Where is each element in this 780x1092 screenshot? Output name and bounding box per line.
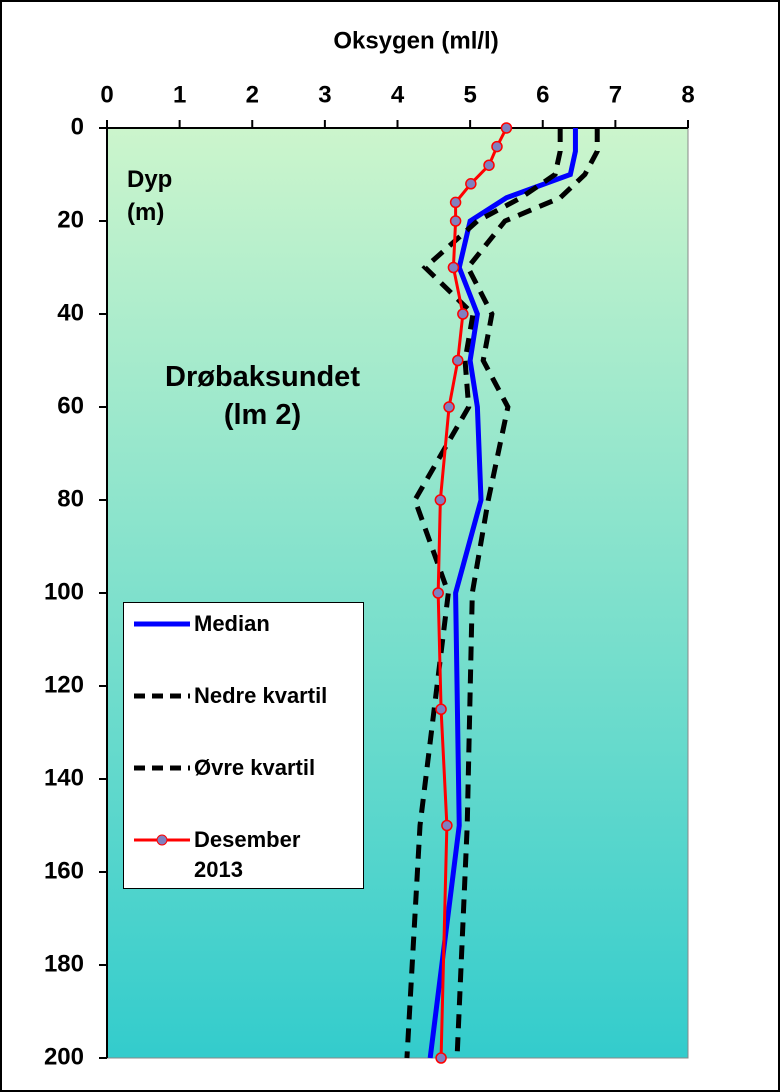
y-tick-label: 80 [57,485,84,512]
y-tick-label: 140 [44,764,84,791]
data-point [432,587,444,599]
y-axis-label: Dyp (m) [127,166,173,226]
data-point [434,494,447,506]
chart-title: Oksygen (ml/l) [333,27,498,54]
y-tick-label: 100 [44,578,84,605]
series-line [404,128,563,1059]
y-tick-label: 40 [57,299,84,326]
data-point [483,159,495,171]
data-point [449,215,462,227]
x-tick-label: 6 [536,81,549,108]
plot-area [106,127,689,1059]
x-tick-label: 8 [681,81,694,108]
data-point [435,1052,447,1064]
x-tick-label: 1 [173,81,186,108]
legend-label: Median [194,611,270,636]
y-tick-label: 200 [44,1043,84,1070]
y-tick-label: 0 [71,113,84,140]
data-point [441,819,453,832]
annotation: Drøbaksundet (lm 2) [165,361,360,431]
x-tick-label: 0 [100,81,113,108]
data-point [443,401,455,413]
x-tick-label: 3 [318,81,331,108]
legend-item: Nedre kvartil [124,681,364,741]
legend: Median Nedre kvartil Øvre kvartil Desember … [123,602,364,889]
y-tick-label: 60 [57,392,84,419]
data-point [447,261,460,274]
data-point [500,122,513,134]
data-point [449,196,462,209]
legend-item: Øvre kvartil [124,753,364,813]
y-tick-label: 160 [44,857,84,884]
legend-marker [156,834,168,846]
series-line [454,128,600,1059]
legend-item: Desember 2013 [124,825,364,885]
x-tick-label: 5 [463,81,476,108]
legend-swatch [134,693,190,699]
data-point [435,703,447,715]
legend-label: Desember 2013 [194,827,301,882]
legend-swatch [134,621,190,627]
legend-swatch [134,765,190,771]
y-tick-label: 120 [44,671,84,698]
legend-label: Øvre kvartil [194,755,316,780]
legend-label: Nedre kvartil [194,683,328,708]
x-tick-label: 7 [609,81,622,108]
data-point [465,178,477,190]
data-point [452,354,464,367]
legend-item: Median [124,609,364,669]
x-tick-label: 2 [246,81,259,108]
y-tick-label: 180 [44,950,84,977]
data-point [491,140,503,153]
y-tick-label: 20 [57,206,84,233]
x-tick-label: 4 [391,81,405,108]
legend-swatch [134,834,190,846]
series-line [427,128,578,1059]
data-point [457,308,469,320]
